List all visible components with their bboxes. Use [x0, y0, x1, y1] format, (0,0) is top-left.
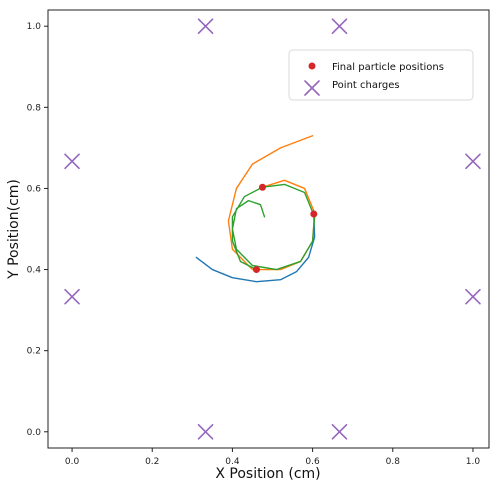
x-tick-label-4: 0.6 — [305, 457, 320, 467]
point-charge-4 — [465, 153, 481, 170]
point-charge-6 — [465, 288, 481, 305]
point-charge-8 — [331, 423, 348, 440]
trajectory-line-3 — [231, 183, 316, 271]
y-tick-label-3: 0.4 — [27, 266, 42, 276]
trajectory-line-1 — [227, 135, 316, 271]
trajectory-layer — [195, 135, 316, 283]
final-particle-point-3 — [252, 266, 260, 274]
point-charge-7 — [197, 423, 214, 440]
y-tick-label-4: 0.6 — [27, 184, 42, 194]
trajectory-line-2 — [195, 213, 316, 283]
point-charge-2 — [331, 18, 348, 35]
y-tick-label-2: 0.2 — [27, 347, 41, 357]
legend-charge-label: Point charges — [332, 80, 400, 91]
point-charge-1 — [197, 18, 214, 35]
legend-final-marker — [308, 62, 316, 70]
y-tick-label-6: 1.0 — [27, 22, 42, 32]
final-particle-point-2 — [310, 210, 318, 218]
y-axis-label: Y Position(cm) — [6, 179, 22, 280]
x-tick-label-1: 0.0 — [65, 457, 80, 467]
tick-layer: 0.0 0.2 0.4 0.6 0.8 1.0 0.0 0.2 0.4 0.6 0.8 1.0 — [27, 22, 481, 467]
plot-frame — [47, 9, 490, 449]
legend-frame — [288, 49, 474, 101]
chart-legend: Final particle positions Point charges — [288, 49, 474, 101]
point-charge-3 — [64, 153, 80, 170]
x-axis-label: X Position (cm) — [215, 466, 320, 482]
x-tick-label-3: 0.4 — [225, 457, 240, 467]
y-tick-label-5: 0.8 — [27, 103, 42, 113]
legend-charge-marker — [304, 80, 320, 96]
final-particle-point-1 — [258, 183, 266, 191]
y-tick-label-1: 0.0 — [27, 428, 42, 438]
marker-layer — [64, 18, 481, 440]
legend-final-label: Final particle positions — [332, 62, 444, 73]
x-tick-label-5: 0.8 — [386, 457, 401, 467]
x-tick-label-2: 0.2 — [145, 457, 159, 467]
point-charge-5 — [64, 288, 80, 305]
x-tick-label-6: 1.0 — [466, 457, 481, 467]
